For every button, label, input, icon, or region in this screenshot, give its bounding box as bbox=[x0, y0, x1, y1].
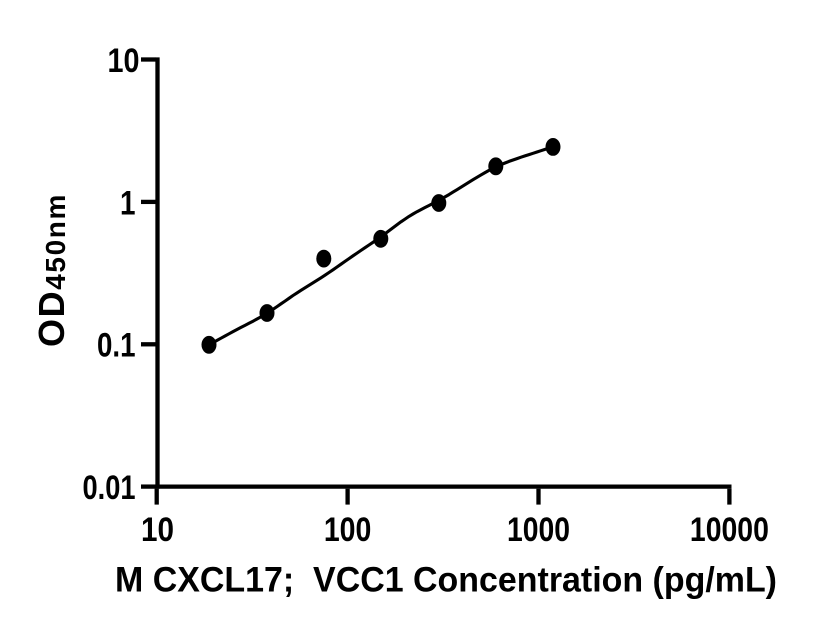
svg-text:1000: 1000 bbox=[507, 511, 570, 549]
svg-text:10: 10 bbox=[141, 511, 174, 549]
svg-text:10000: 10000 bbox=[690, 511, 769, 549]
svg-text:M CXCL17; VCC1 Concentration: M CXCL17; VCC1 Concentration (pg/mL) bbox=[115, 561, 777, 600]
svg-text:100: 100 bbox=[324, 511, 372, 549]
svg-text:1: 1 bbox=[120, 184, 136, 222]
svg-text:10: 10 bbox=[108, 42, 140, 80]
svg-text:0.01: 0.01 bbox=[83, 469, 136, 507]
svg-text:0.1: 0.1 bbox=[97, 327, 136, 365]
